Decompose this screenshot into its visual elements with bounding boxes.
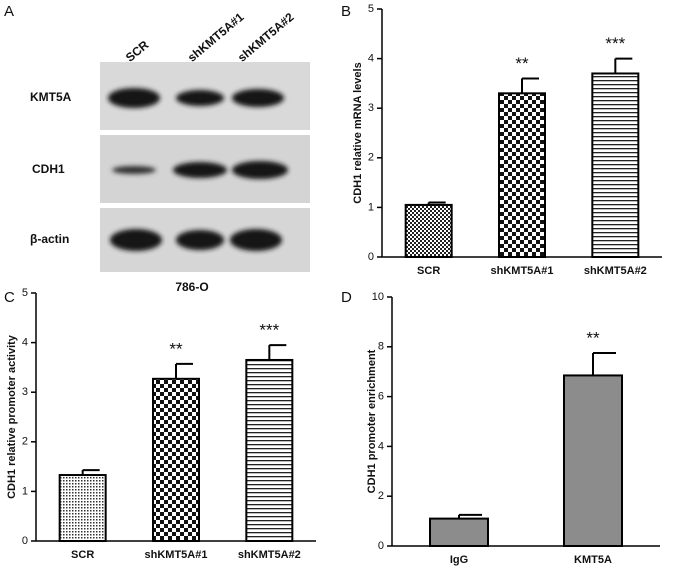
y-tick-label: 8 bbox=[378, 341, 384, 353]
significance-label: ** bbox=[169, 339, 183, 358]
x-tick-label: shKMT5A#2 bbox=[584, 265, 647, 277]
bar bbox=[498, 92, 546, 258]
bar bbox=[591, 72, 640, 259]
y-tick-label: 0 bbox=[22, 535, 28, 547]
y-tick-label: 2 bbox=[22, 436, 28, 448]
bar bbox=[429, 517, 489, 547]
y-tick-label: 0 bbox=[378, 540, 384, 552]
x-tick-label: SCR bbox=[417, 265, 440, 277]
y-tick-label: 1 bbox=[22, 485, 28, 497]
blot-image bbox=[100, 62, 310, 272]
blot-row-label: CDH1 bbox=[32, 162, 65, 176]
y-tick-label: 1 bbox=[368, 201, 374, 213]
lane-label: SCR bbox=[123, 38, 152, 65]
bar bbox=[245, 358, 294, 542]
x-tick-label: KMT5A bbox=[574, 554, 612, 566]
bar bbox=[58, 474, 107, 543]
y-tick-label: 0 bbox=[368, 251, 374, 263]
y-tick-label: 6 bbox=[378, 391, 384, 403]
y-axis-title: CDH1 relative mRNA levels bbox=[352, 62, 364, 203]
x-tick-label: IgG bbox=[450, 554, 468, 566]
x-tick-label: shKMT5A#2 bbox=[238, 549, 301, 561]
panel-label: C bbox=[4, 289, 15, 306]
bar bbox=[152, 377, 200, 543]
y-tick-label: 2 bbox=[368, 152, 374, 164]
y-axis-title: CDH1 promoter enrichment bbox=[366, 349, 378, 493]
blot-row-label: KMT5A bbox=[30, 90, 72, 104]
blot-row-label: β-actin bbox=[30, 232, 69, 246]
cell-line-label: 786-O bbox=[175, 280, 208, 294]
significance-label: ** bbox=[586, 329, 600, 348]
y-tick-label: 4 bbox=[368, 53, 374, 65]
bar bbox=[404, 203, 453, 258]
panel-label: D bbox=[341, 289, 352, 306]
bar bbox=[563, 374, 623, 547]
y-tick-label: 5 bbox=[368, 3, 374, 15]
x-tick-label: SCR bbox=[71, 549, 94, 561]
y-axis-title: CDH1 relative promoter activity bbox=[6, 334, 18, 499]
significance-label: *** bbox=[259, 321, 279, 340]
panel-label: A bbox=[4, 3, 14, 20]
y-tick-label: 10 bbox=[372, 291, 384, 303]
significance-label: ** bbox=[515, 54, 529, 73]
y-tick-label: 2 bbox=[378, 490, 384, 502]
x-tick-label: shKMT5A#1 bbox=[145, 549, 208, 561]
y-tick-label: 3 bbox=[22, 386, 28, 398]
x-tick-label: shKMT5A#1 bbox=[491, 265, 554, 277]
y-tick-label: 4 bbox=[22, 337, 28, 349]
y-tick-label: 4 bbox=[378, 440, 384, 452]
y-tick-label: 3 bbox=[368, 102, 374, 114]
panel-label: B bbox=[341, 3, 351, 20]
y-tick-label: 5 bbox=[22, 287, 28, 299]
significance-label: *** bbox=[605, 34, 625, 53]
